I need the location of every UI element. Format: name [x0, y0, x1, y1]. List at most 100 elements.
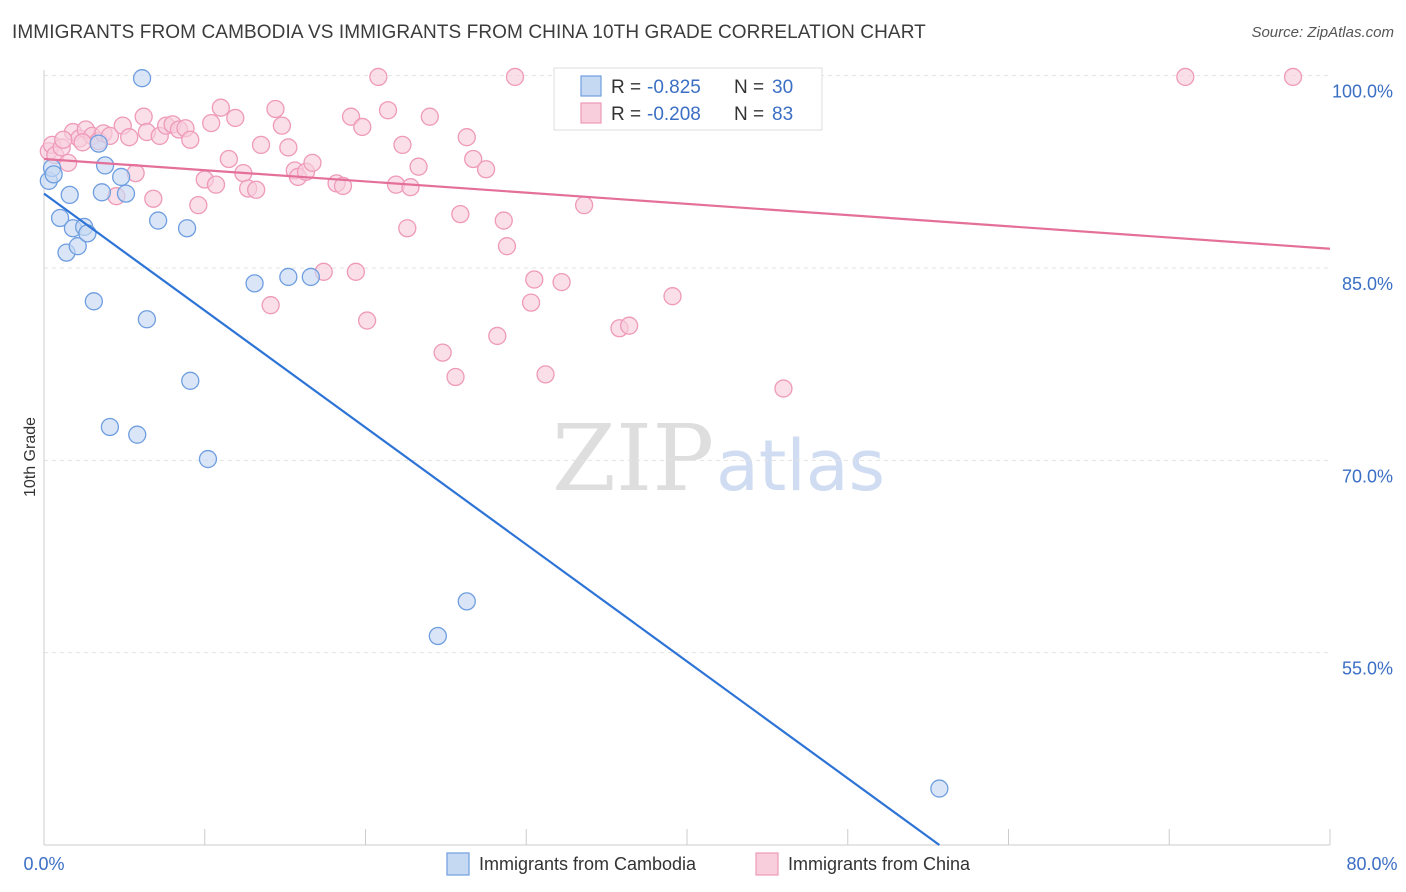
point-china-74: [574, 196, 594, 215]
point-china-46: [333, 176, 353, 196]
point-china-28: [206, 175, 226, 194]
point-china-59: [433, 343, 452, 362]
point-cambodia-23: [198, 449, 218, 469]
point-china-56: [401, 178, 420, 197]
point-cambodia-22: [181, 371, 200, 390]
trend-lines: [43, 157, 1331, 846]
point-china-24: [181, 130, 200, 149]
point-china-60: [446, 367, 465, 387]
point-cambodia-20: [148, 211, 168, 230]
stats-legend: R = -0.825 N = 30 R = -0.208 N = 83: [553, 67, 823, 131]
point-china-69: [521, 293, 541, 312]
stats-r-label-cambodia: R =: [611, 77, 641, 98]
point-china-25: [189, 196, 208, 215]
stats-n-label-cambodia: N =: [734, 77, 764, 98]
legend-label-china: Immigrants from China: [788, 854, 971, 874]
point-cambodia-2: [44, 165, 63, 184]
point-china-36: [261, 296, 280, 315]
point-cambodia-16: [116, 184, 136, 203]
point-cambodia-24: [245, 274, 264, 293]
legend-swatch-cambodia: [446, 852, 470, 876]
stats-swatch-cambodia: [580, 75, 602, 97]
point-cambodia-25: [279, 267, 298, 287]
point-cambodia-7: [68, 237, 87, 256]
point-china-82: [73, 133, 92, 152]
point-china-61: [451, 204, 470, 224]
point-china-39: [279, 138, 298, 157]
legend-swatch-china: [755, 852, 779, 876]
point-china-43: [303, 153, 322, 172]
point-china-52: [378, 101, 398, 120]
point-cambodia-9: [78, 224, 97, 243]
point-china-49: [353, 117, 372, 137]
point-china-71: [536, 365, 555, 384]
point-china-72: [552, 272, 571, 292]
point-china-65: [488, 326, 507, 346]
point-cambodia-17: [128, 425, 147, 444]
y-tick-labels: 100.0% 85.0% 70.0% 55.0%: [1332, 82, 1393, 679]
point-cambodia-27: [428, 626, 447, 646]
y-tick-label-0: 100.0%: [1332, 82, 1393, 102]
point-cambodia-15: [112, 167, 131, 187]
point-china-58: [420, 107, 439, 126]
y-tick-label-1: 85.0%: [1342, 274, 1393, 294]
point-cambodia-5: [60, 185, 79, 205]
point-cambodia-10: [84, 292, 103, 311]
point-china-29: [211, 98, 230, 117]
point-cambodia-18: [132, 69, 152, 88]
point-cambodia-11: [89, 134, 108, 153]
x-tick-label-min: 0.0%: [23, 854, 64, 874]
trend-line-cambodia: [43, 192, 941, 846]
point-china-80: [1283, 67, 1303, 87]
stats-n-value-china: 83: [772, 104, 793, 125]
point-china-63: [464, 149, 483, 169]
point-china-64: [476, 160, 496, 179]
stats-r-label-china: R =: [611, 104, 641, 125]
point-china-66: [494, 211, 513, 230]
point-china-68: [505, 67, 525, 87]
x-tick-label-max: 80.0%: [1346, 854, 1397, 874]
point-cambodia-12: [92, 183, 112, 202]
point-china-35: [251, 135, 271, 155]
y-tick-label-2: 70.0%: [1342, 466, 1393, 486]
x-axis-ticks: [204, 829, 1331, 845]
point-china-57: [409, 157, 428, 176]
series-legend: Immigrants from Cambodia Immigrants from…: [446, 852, 971, 876]
point-china-78: [774, 379, 793, 398]
point-china-55: [398, 219, 417, 238]
point-china-47: [341, 107, 361, 126]
series-cambodia-points: [39, 69, 949, 798]
stats-r-value-cambodia: -0.825: [647, 77, 701, 98]
point-china-27: [202, 113, 221, 133]
point-cambodia-14: [100, 417, 120, 437]
point-china-50: [357, 311, 377, 330]
stats-r-value-china: -0.208: [647, 104, 701, 125]
point-china-37: [266, 99, 285, 119]
point-china-81: [54, 130, 73, 149]
point-china-16: [134, 107, 153, 126]
point-china-38: [272, 116, 292, 135]
point-cambodia-21: [177, 219, 197, 238]
point-china-48: [346, 262, 366, 281]
watermark-atlas: atlas: [716, 425, 885, 507]
point-china-31: [226, 108, 245, 128]
point-china-77: [663, 287, 682, 306]
point-china-34: [247, 180, 266, 199]
y-tick-label-3: 55.0%: [1342, 659, 1393, 679]
point-china-76: [619, 316, 639, 335]
stats-swatch-china: [580, 102, 602, 124]
trend-line-china: [43, 157, 1331, 250]
legend-label-cambodia: Immigrants from Cambodia: [479, 854, 697, 874]
point-cambodia-28: [457, 592, 476, 611]
point-cambodia-26: [301, 267, 320, 287]
y-axis-label: 10th Grade: [22, 417, 39, 497]
point-china-54: [393, 135, 412, 155]
point-china-4: [58, 153, 78, 172]
stats-n-value-cambodia: 30: [772, 77, 793, 98]
point-cambodia-3: [50, 208, 70, 228]
chart-title: IMMIGRANTS FROM CAMBODIA VS IMMIGRANTS F…: [12, 22, 926, 43]
point-china-79: [1176, 67, 1195, 87]
point-cambodia-29: [930, 779, 949, 798]
point-china-14: [120, 128, 139, 147]
